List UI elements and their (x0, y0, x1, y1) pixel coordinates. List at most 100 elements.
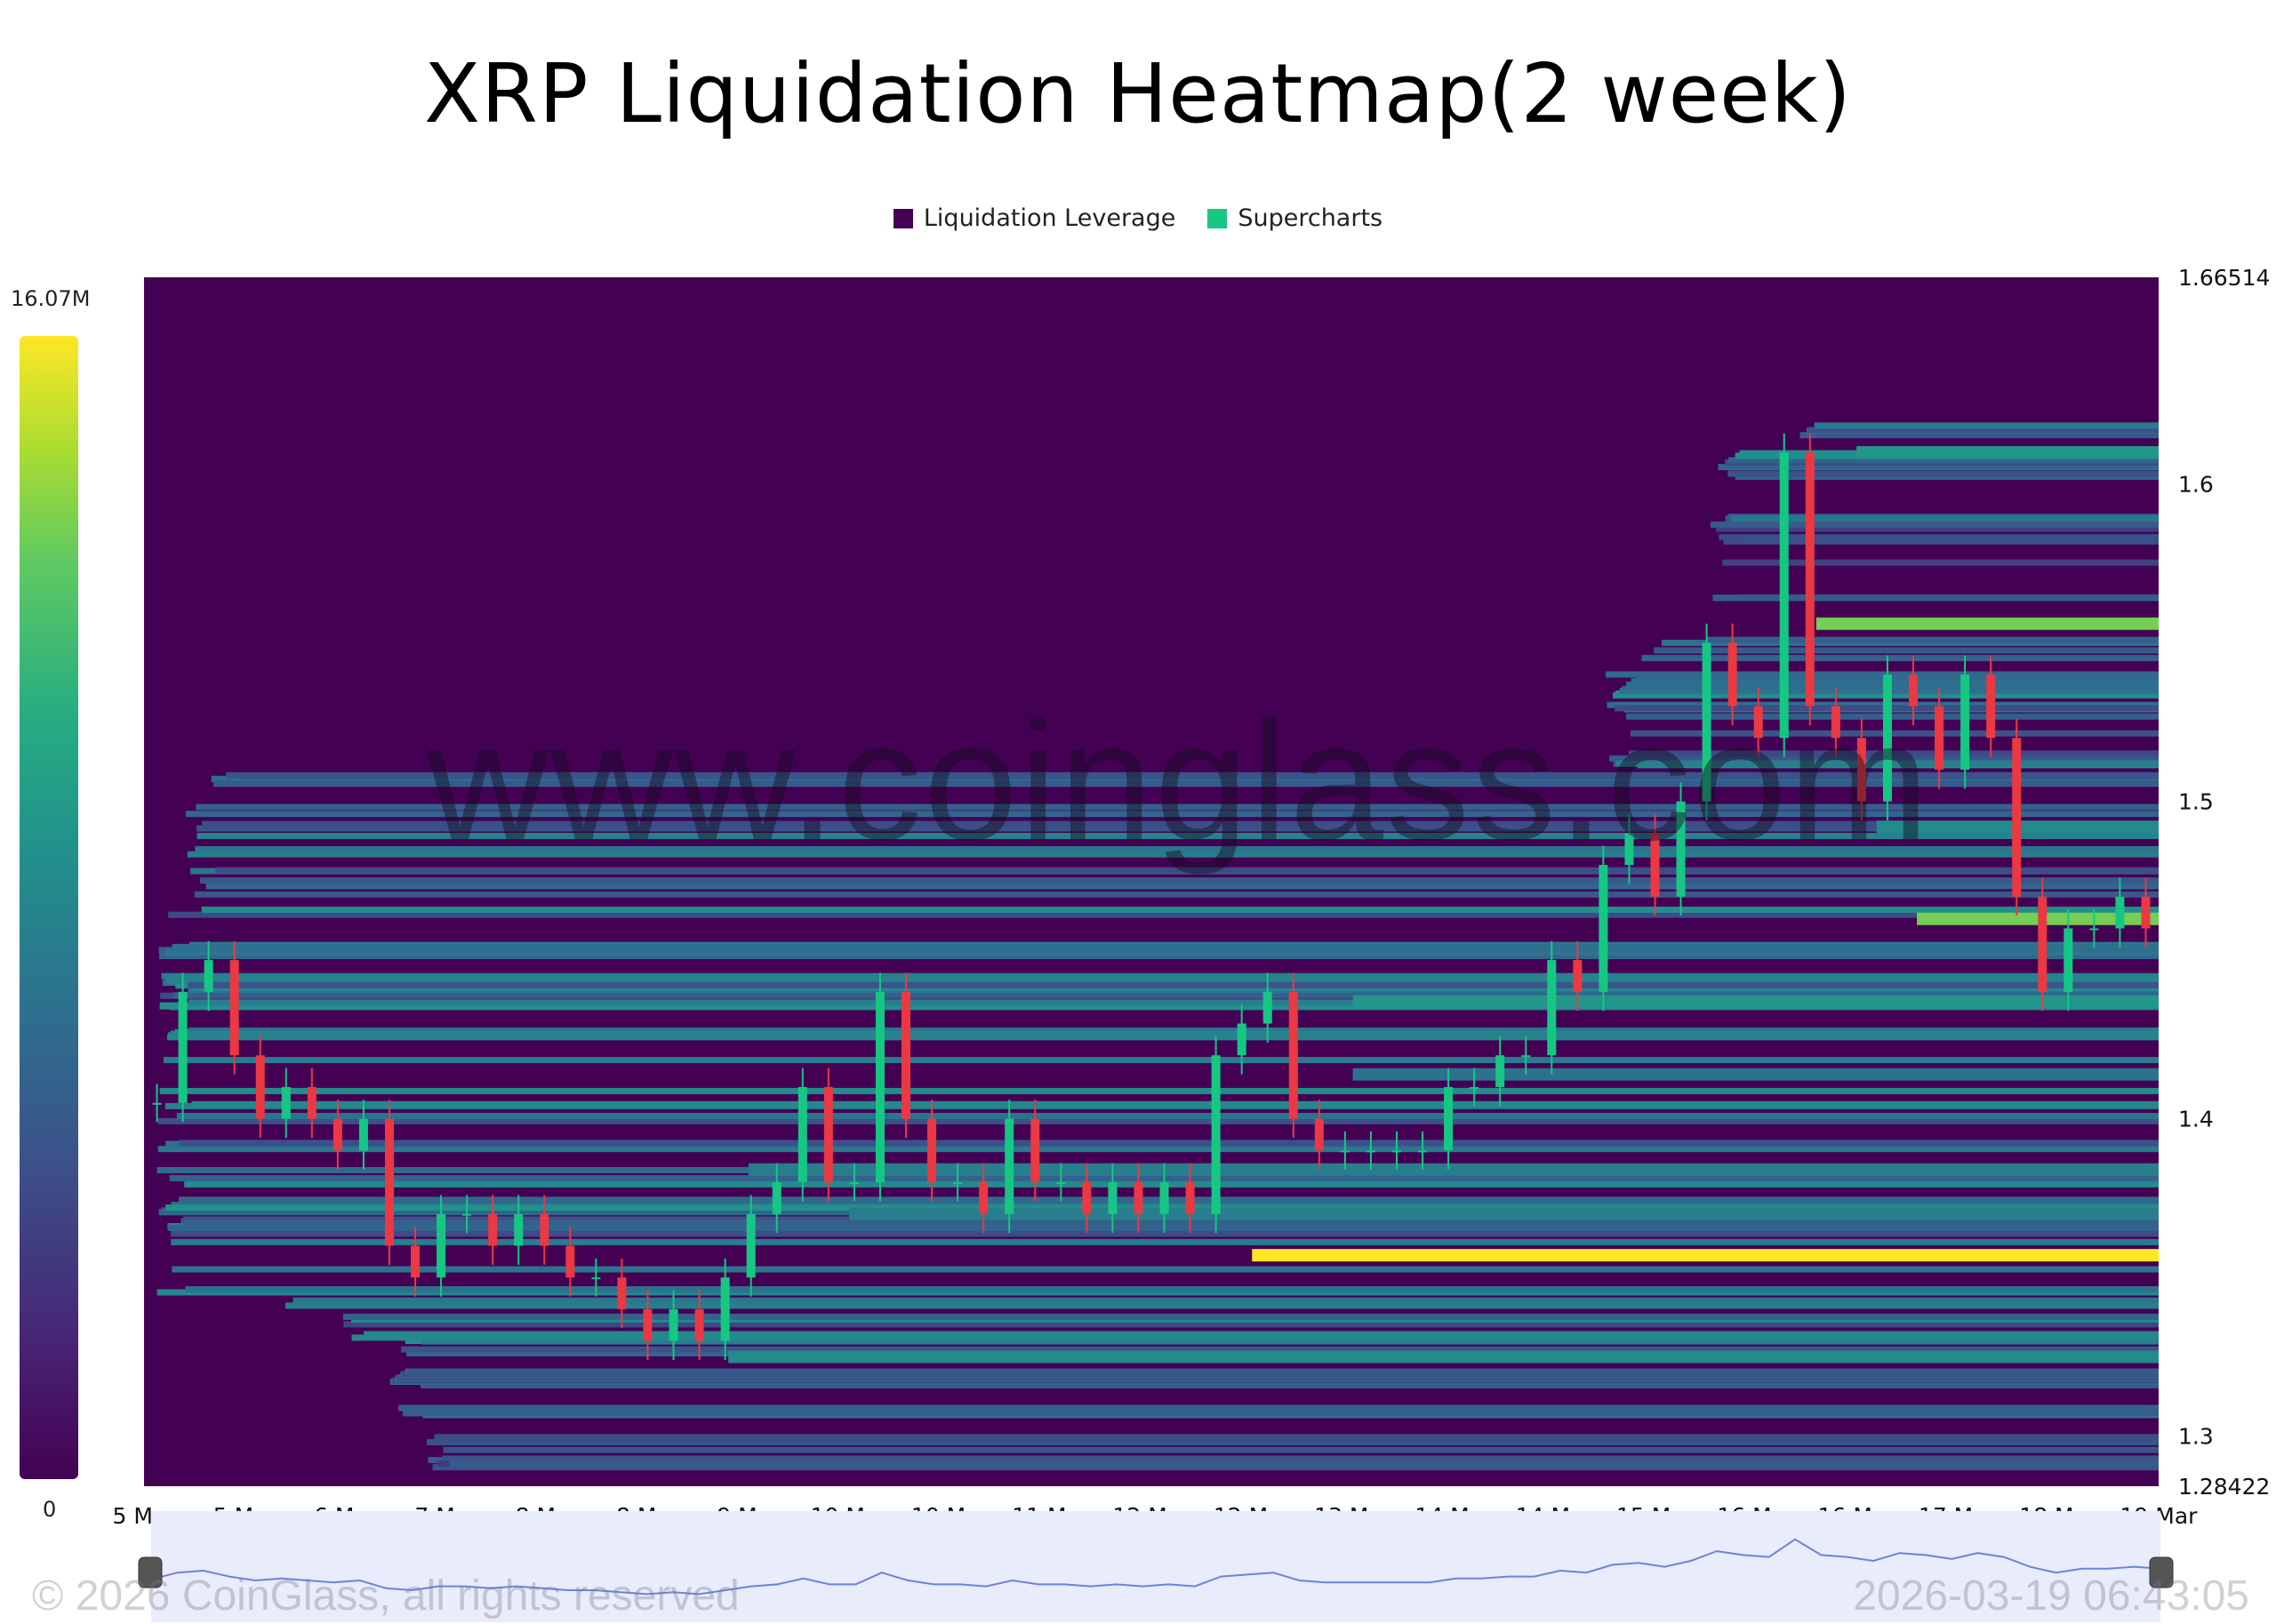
liquidation-band (398, 1404, 2159, 1412)
liquidation-band (434, 1434, 2159, 1441)
liquidation-level[interactable] (1917, 912, 2159, 925)
candle-body (1211, 1055, 1221, 1214)
candle-body (1573, 960, 1583, 992)
liquidation-band (196, 832, 2159, 839)
candle-body (229, 960, 239, 1056)
liquidation-band (159, 1087, 2159, 1094)
navigator-left-handle[interactable] (138, 1556, 163, 1588)
liquidation-band (172, 992, 2160, 999)
candle-body (1779, 452, 1789, 739)
candle-body (1185, 1182, 1195, 1214)
colorscale-bar (20, 336, 78, 1479)
liquidation-level[interactable] (1856, 445, 2159, 459)
candle-body (1340, 1150, 1350, 1153)
candle-body (1470, 1086, 1479, 1089)
candle-body (772, 1182, 781, 1214)
liquidation-band (187, 851, 2160, 858)
candle-body (694, 1308, 704, 1341)
liquidation-band (1722, 559, 2159, 566)
liquidation-band (442, 1455, 2159, 1462)
candle-body (1753, 706, 1763, 739)
liquidation-band (185, 1286, 2159, 1293)
liquidation-level[interactable] (1252, 1249, 2159, 1262)
candle-body (411, 1245, 421, 1278)
candle-body (1005, 1118, 1014, 1214)
candle-body (669, 1308, 678, 1341)
chart-title: XRP Liquidation Heatmap(2 week) (424, 46, 1852, 141)
liquidation-band (421, 1338, 2159, 1345)
liquidation-band (157, 1117, 2159, 1124)
liquidation-band (200, 877, 2160, 884)
liquidation-level[interactable] (849, 1207, 2159, 1220)
liquidation-band (402, 1410, 2159, 1417)
legend-item-liquidation-leverage[interactable]: Liquidation Leverage (893, 204, 1176, 232)
liquidation-band (159, 953, 2160, 960)
liquidation-band (1625, 713, 2159, 720)
liquidation-band (202, 820, 2159, 828)
legend-label-liquidation-leverage: Liquidation Leverage (923, 204, 1176, 232)
candle-body (1831, 706, 1840, 739)
timestamp-text: 2026-03-19 06:43:05 (1853, 1572, 2249, 1620)
liquidation-band (351, 1334, 2160, 1341)
liquidation-band (342, 1313, 2160, 1320)
liquidation-level[interactable] (1352, 1068, 2159, 1081)
candle-body (643, 1308, 653, 1341)
liquidation-band (183, 1220, 2160, 1228)
legend-swatch-supercharts (1207, 208, 1228, 228)
liquidation-band (205, 883, 2160, 890)
candle-body (617, 1277, 627, 1309)
legend: Liquidation Leverage Supercharts (0, 204, 2276, 232)
candle-body (1882, 674, 1892, 802)
candle-body (462, 1213, 472, 1216)
y-tick-label: 1.6 (2178, 472, 2214, 498)
y-tick-label: 1.28422 (2178, 1474, 2270, 1500)
liquidation-band (191, 1100, 2159, 1108)
liquidation-band (1631, 677, 2159, 684)
candle-body (875, 991, 885, 1183)
candle-body (591, 1277, 601, 1280)
liquidation-band (443, 1446, 2159, 1453)
liquidation-level[interactable] (1352, 995, 2159, 1008)
liquidation-band (188, 999, 2159, 1006)
liquidation-band (1807, 427, 2159, 434)
candle-body (1082, 1182, 1092, 1214)
candle-body (437, 1213, 446, 1278)
liquidation-band (172, 943, 2159, 950)
liquidation-band (195, 845, 2159, 852)
liquidation-band (170, 1030, 2160, 1037)
liquidation-band (186, 811, 2159, 818)
candle-body (1935, 706, 1944, 770)
liquidation-band (213, 780, 2159, 788)
candle-body (514, 1213, 524, 1246)
liquidation-level[interactable] (1815, 617, 2159, 630)
candle-body (1702, 643, 1711, 802)
candle-body (358, 1118, 368, 1151)
candle-body (1986, 674, 1996, 739)
liquidation-band (157, 1146, 2160, 1153)
liquidation-band (1731, 515, 2159, 522)
candle-body (488, 1213, 498, 1246)
y-tick-label: 1.3 (2178, 1424, 2214, 1450)
candle-body (953, 1182, 963, 1185)
liquidation-band (168, 911, 2159, 918)
y-tick-label: 1.66514 (2178, 265, 2270, 291)
navigator-right-handle[interactable] (2149, 1556, 2174, 1588)
candle-body (1805, 452, 1815, 707)
candle-body (1391, 1150, 1401, 1153)
liquidation-band (1641, 654, 2159, 661)
candle-body (720, 1277, 730, 1341)
liquidation-band (176, 1112, 2160, 1119)
candle-body (204, 960, 213, 992)
liquidation-band (1710, 521, 2159, 528)
candle-body (1624, 833, 1634, 866)
liquidation-band (285, 1302, 2160, 1309)
liquidation-level[interactable] (748, 1163, 2159, 1176)
candle-body (1856, 738, 1866, 802)
navigator-background[interactable] (151, 1511, 2160, 1622)
liquidation-level[interactable] (728, 1350, 2159, 1364)
liquidation-band (426, 1438, 2160, 1445)
legend-item-supercharts[interactable]: Supercharts (1207, 204, 1382, 232)
liquidation-band (1607, 701, 2159, 708)
liquidation-band (196, 825, 2159, 832)
